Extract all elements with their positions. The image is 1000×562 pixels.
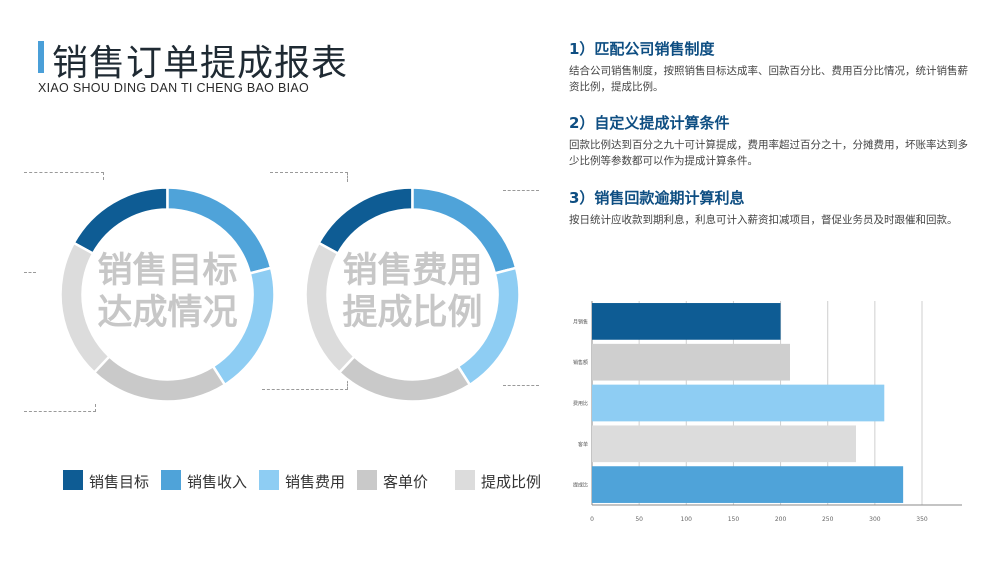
y-tick-label: 提成比 <box>573 482 588 489</box>
donut-1-slice-5 <box>59 241 112 375</box>
x-tick-label: 150 <box>728 516 740 523</box>
legend-swatch <box>357 470 377 490</box>
section-2-body: 回款比例达到百分之九十可计算提成，费用率超过百分之十，分摊费用，坏账率达到多少比… <box>569 139 968 167</box>
dash-line <box>270 172 348 182</box>
section-2: 2）自定义提成计算条件 回款比例达到百分之九十可计算提成，费用率超过百分之十，分… <box>569 112 969 169</box>
section-3: 3）销售回款逾期计算利息 按日统计应收款到期利息，利息可计入薪资扣减项目，督促业… <box>569 187 969 228</box>
legend-swatch <box>259 470 279 490</box>
legend-label: 销售目标 <box>89 473 150 491</box>
x-tick-label: 200 <box>775 516 787 523</box>
section-1: 1）匹配公司销售制度 结合公司销售制度，按照销售目标达成率、回款百分比、费用百分… <box>569 38 969 95</box>
page-title: 销售订单提成报表 <box>52 43 349 84</box>
legend-swatch <box>455 470 475 490</box>
bar <box>592 384 885 422</box>
section-3-title: 3）销售回款逾期计算利息 <box>569 189 745 207</box>
donut-chart-2: 销售费用 提成比例 <box>300 182 525 407</box>
x-tick-label: 350 <box>916 516 928 523</box>
page-subtitle: XIAO SHOU DING DAN TI CHENG BAO BIAO <box>38 81 310 95</box>
legend-swatch <box>161 470 181 490</box>
donut-2-slice-5 <box>304 241 357 375</box>
donut-2-label: 销售费用 提成比例 <box>300 250 525 334</box>
y-tick-label: 费用比 <box>573 400 588 407</box>
dash-line <box>503 190 539 191</box>
bar <box>592 466 904 503</box>
section-3-body: 按日统计应收款到期利息，利息可计入薪资扣减项目，督促业务员及时跟催和回款。 <box>569 214 958 226</box>
x-tick-label: 100 <box>681 516 693 523</box>
donut-1-label-line2: 达成情况 <box>97 293 238 333</box>
x-tick-label: 250 <box>822 516 834 523</box>
x-tick-label: 300 <box>869 516 881 523</box>
legend-label: 销售费用 <box>285 473 346 491</box>
dash-line <box>24 172 104 180</box>
dash-line <box>503 378 539 386</box>
donut-2-slice-4 <box>337 354 472 403</box>
section-2-title: 2）自定义提成计算条件 <box>569 114 730 132</box>
x-tick-label: 50 <box>635 516 643 523</box>
y-tick-label: 销售额 <box>573 359 588 366</box>
donut-1-slice-1 <box>72 186 169 256</box>
bar <box>592 303 781 340</box>
donut-2-label-line2: 提成比例 <box>342 293 483 333</box>
section-1-body: 结合公司销售制度，按照销售目标达成率、回款百分比、费用百分比情况，统计销售薪资比… <box>569 65 968 93</box>
donut-1-label-line1: 销售目标 <box>97 251 238 291</box>
section-1-title: 1）匹配公司销售制度 <box>569 40 715 58</box>
dash-line <box>262 380 348 390</box>
x-tick-label: 0 <box>590 516 594 523</box>
title-accent-bar <box>38 41 44 73</box>
bar-chart: 0 50 100 150 200 250 300 350 月销售销售额费用比客单提成比 <box>560 295 970 525</box>
donut-1-slice-4 <box>92 354 227 403</box>
y-tick-label: 月销售 <box>573 318 588 325</box>
dash-line <box>24 272 36 273</box>
donut-2-label-line1: 销售费用 <box>342 251 483 291</box>
bar <box>592 425 856 463</box>
donut-2-slice-1 <box>317 186 414 256</box>
bar <box>592 343 790 381</box>
legend-label: 销售收入 <box>187 473 248 491</box>
donut-chart-1: 销售目标 达成情况 <box>55 182 280 407</box>
legend-label: 客单价 <box>383 473 429 491</box>
dash-line <box>24 404 96 412</box>
legend-swatch <box>63 470 83 490</box>
donut-chart-1-svg <box>59 186 276 403</box>
legend-label: 提成比例 <box>481 473 542 491</box>
donut-1-label: 销售目标 达成情况 <box>55 250 280 334</box>
y-tick-label: 客单 <box>578 441 588 448</box>
donut-chart-2-svg <box>304 186 521 403</box>
